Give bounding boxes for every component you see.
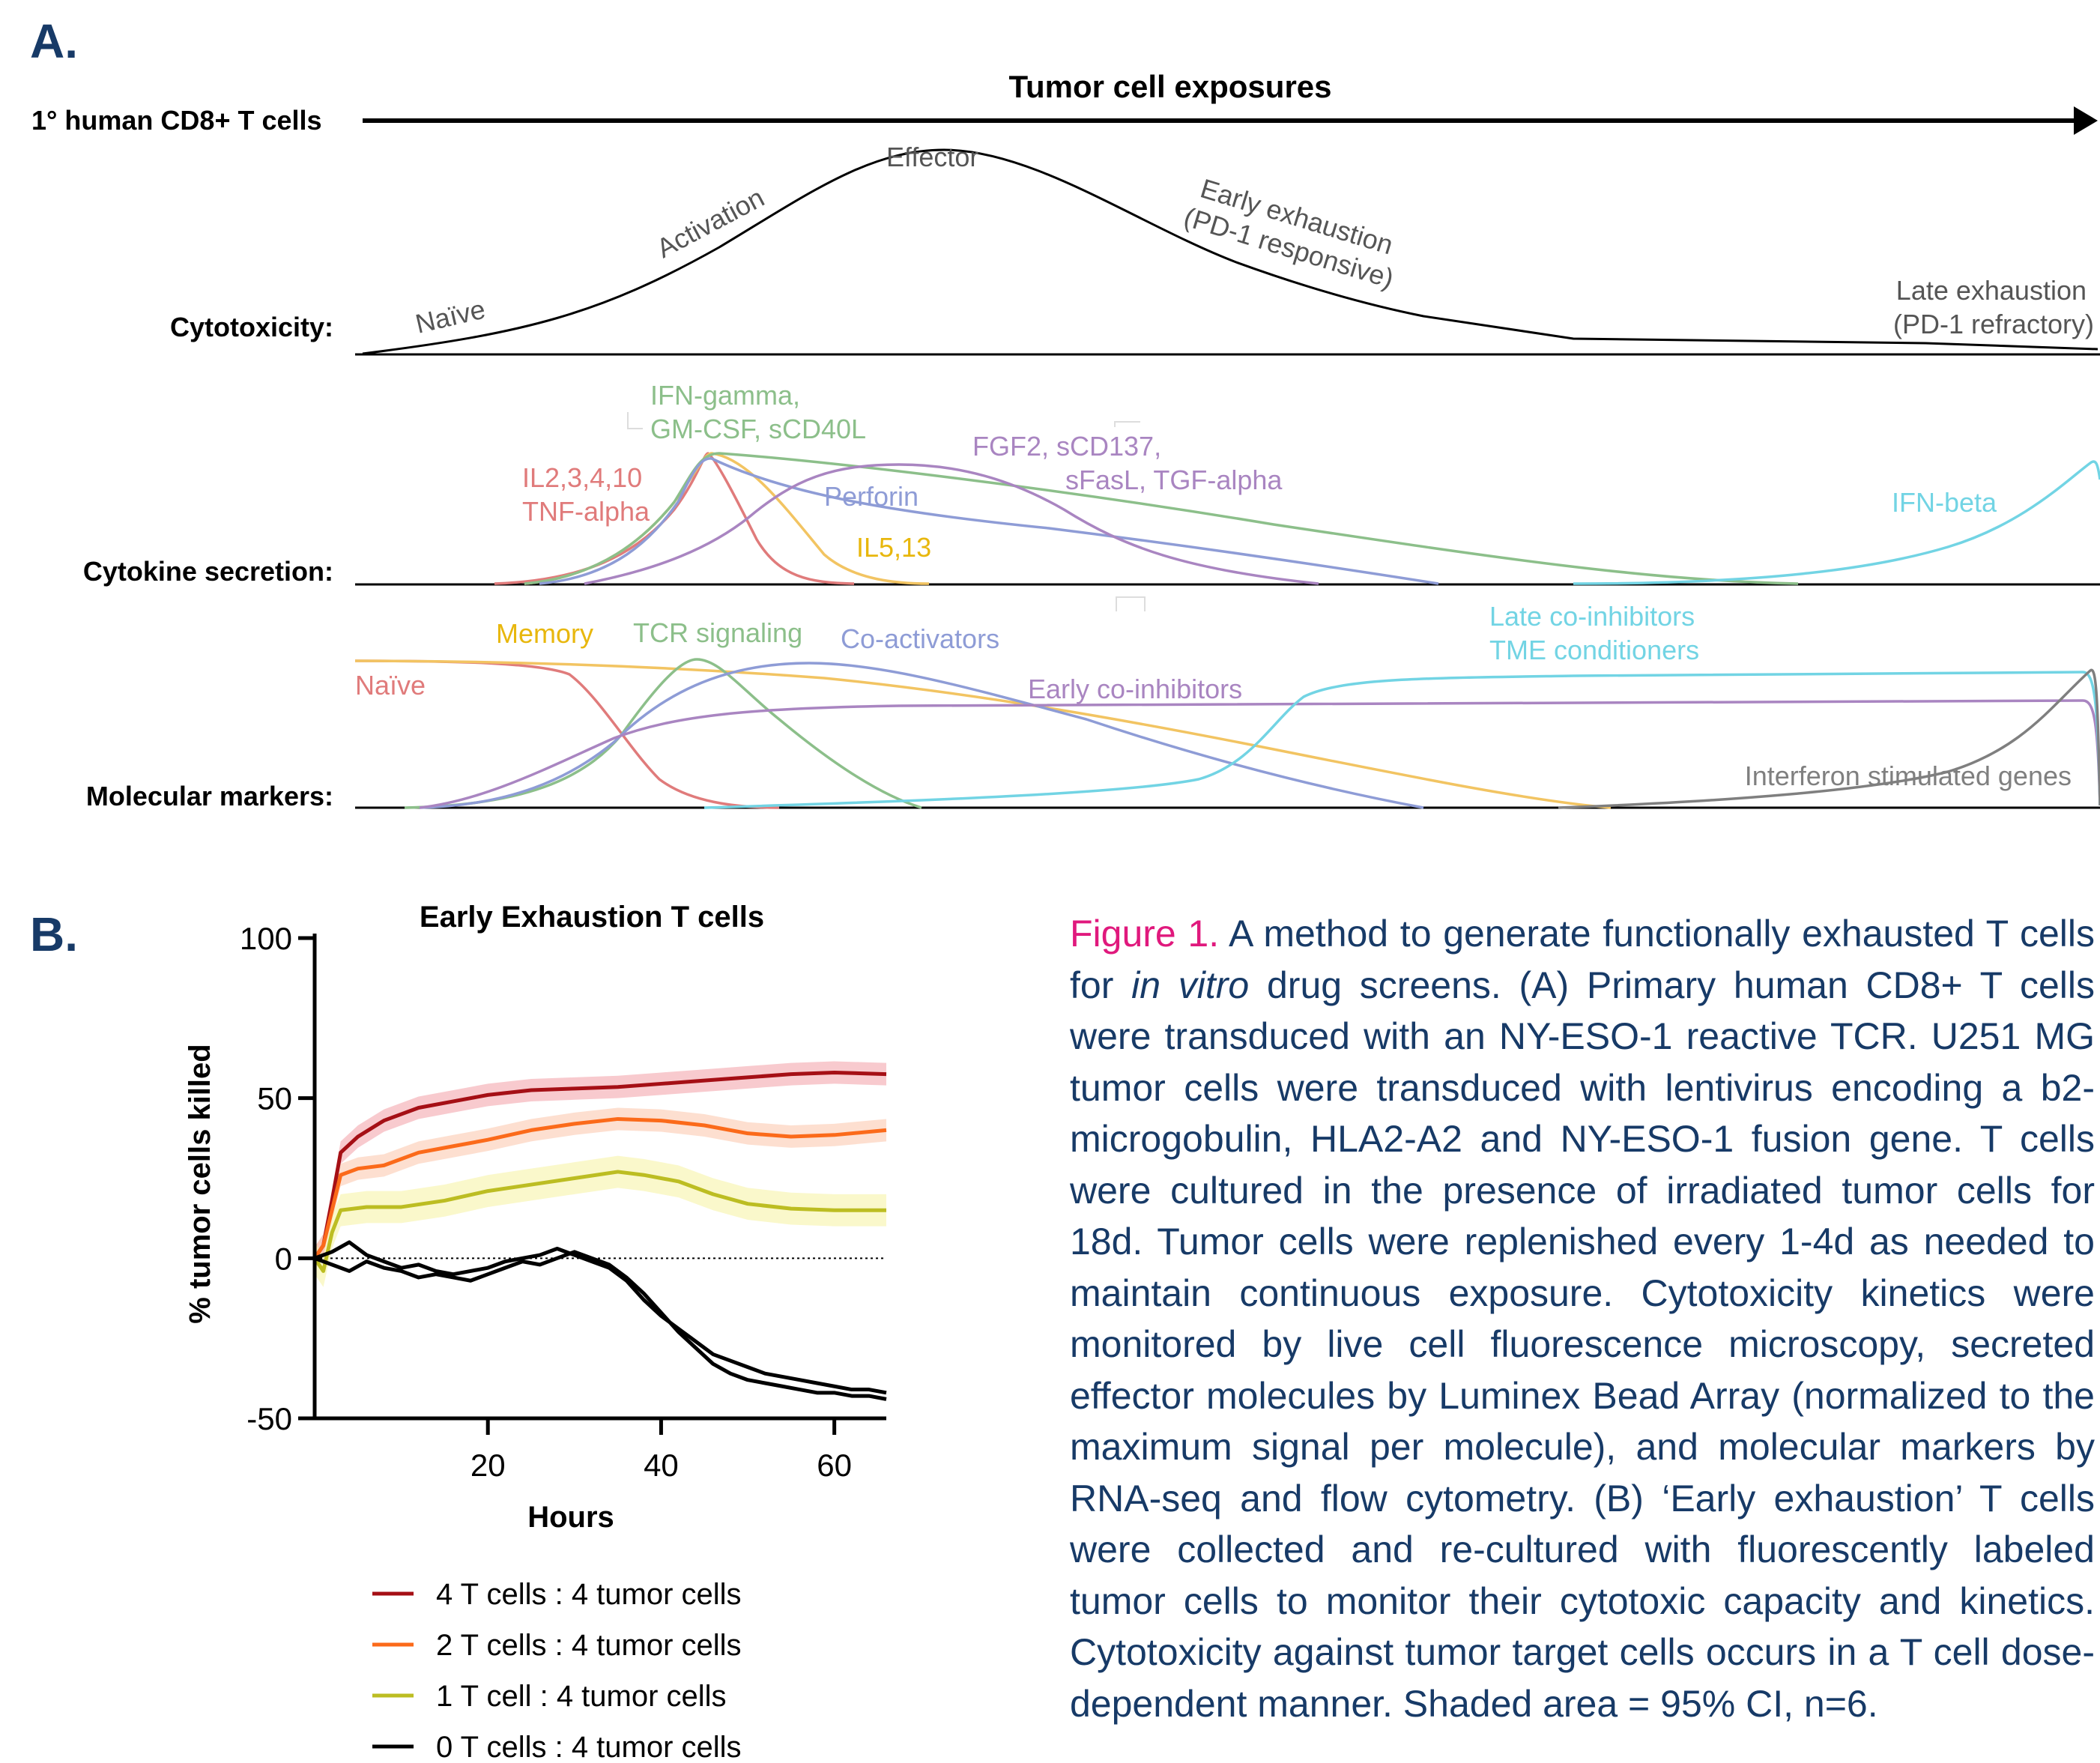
fgf2-curve xyxy=(584,463,1319,585)
annotation-mark xyxy=(627,412,643,429)
ci-band-1 xyxy=(315,1107,886,1270)
ifnb-label: IFN-beta xyxy=(1892,487,1997,518)
y-tick-label-3: -50 xyxy=(246,1401,292,1436)
perforin-label: Perforin xyxy=(824,481,919,512)
y-axis-label: % tumor cells killed xyxy=(184,1044,217,1323)
figure-label: Figure 1. xyxy=(1070,913,1220,955)
tnf-label: TNF-alpha xyxy=(522,496,650,527)
early-coinhibitor-label: Early co-inhibitors xyxy=(1028,674,1242,704)
caption-italic: in vitro xyxy=(1131,964,1250,1006)
x-tick-label-0: 20 xyxy=(470,1448,506,1483)
early-exhaustion-chart: Early Exhaustion T cells % tumor cells k… xyxy=(184,901,887,1763)
late-coinhibitor-curve xyxy=(703,671,2100,809)
fgf2-label: FGF2, sCD137, xyxy=(972,431,1161,462)
caption-text-1: A method to generate functionally exhaus… xyxy=(1070,913,2095,1006)
timeline-row-label: 1° human CD8+ T cells xyxy=(31,105,322,136)
legend-label-1: 2 T cells : 4 tumor cells xyxy=(436,1629,742,1662)
timeline-arrow-head xyxy=(2074,106,2098,135)
legend-label-0: 4 T cells : 4 tumor cells xyxy=(436,1578,742,1611)
stage-effector-label: Effector xyxy=(886,142,978,172)
isg-curve xyxy=(1558,668,2100,809)
tcr-label: TCR signaling xyxy=(633,617,802,648)
caption-text-2: drug screens. (A) Primary human CD8+ T c… xyxy=(1070,964,2095,1725)
annotation-mark xyxy=(1116,596,1146,611)
row-label-cytotoxicity: Cytotoxicity: xyxy=(170,312,333,342)
x-tick-label-2: 60 xyxy=(817,1448,852,1483)
coactivator-curve xyxy=(419,662,1424,809)
y-tick-label-1: 50 xyxy=(257,1081,292,1116)
y-tick-label-0: 100 xyxy=(240,921,292,956)
legend-label-2: 1 T cell : 4 tumor cells xyxy=(436,1680,727,1713)
stage-late-exhaustion-label: Late exhaustion xyxy=(1896,275,2087,306)
annotation-mark xyxy=(1114,421,1140,427)
panel-b-label: B. xyxy=(30,907,78,961)
stage-naive-label: Naïve xyxy=(413,294,488,339)
late-coinhibitor-label: Late co-inhibitors xyxy=(1489,601,1695,632)
ifng-curve xyxy=(524,452,1799,585)
figure-caption: Figure 1. A method to generate functiona… xyxy=(1070,908,2095,1763)
naive-marker-label: Naïve xyxy=(355,670,426,701)
y-tick-label-2: 0 xyxy=(275,1241,292,1276)
series-line-4 xyxy=(314,1250,887,1401)
memory-curve xyxy=(354,659,1612,809)
row-label-markers: Molecular markers: xyxy=(86,781,333,811)
tme-label: TME conditioners xyxy=(1489,635,1699,665)
memory-label: Memory xyxy=(496,618,593,649)
x-tick-label-1: 40 xyxy=(644,1448,679,1483)
gmcsf-label: GM-CSF, sCD40L xyxy=(650,414,866,444)
series-line-3 xyxy=(314,1240,887,1395)
ifnb-curve xyxy=(1573,460,2100,585)
early-coinhibitor-curve xyxy=(419,699,2100,809)
timeline-title: Tumor cell exposures xyxy=(1008,69,1331,104)
panel-a-label: A. xyxy=(30,14,78,68)
cytotoxicity-curve xyxy=(362,148,2099,355)
chart-title: Early Exhaustion T cells xyxy=(420,901,764,934)
stage-late-exhaustion-sub: (PD-1 refractory) xyxy=(1893,309,2094,339)
legend-label-3: 0 T cells : 4 tumor cells xyxy=(436,1731,742,1763)
series-line-2 xyxy=(312,1170,886,1273)
ci-band-2 xyxy=(315,1155,886,1287)
il2-label: IL2,3,4,10 xyxy=(522,462,642,493)
sfasl-label: sFasL, TGF-alpha xyxy=(1065,465,1283,495)
series-line-1 xyxy=(312,1116,887,1259)
tcr-curve xyxy=(404,658,922,809)
x-axis-label: Hours xyxy=(527,1501,614,1534)
series-line-0 xyxy=(312,1070,887,1259)
coactivator-label: Co-activators xyxy=(841,623,999,654)
isg-label: Interferon stimulated genes xyxy=(1745,760,2072,791)
perforin-curve xyxy=(539,457,1439,585)
il5-label: IL5,13 xyxy=(856,532,931,563)
ifng-label: IFN-gamma, xyxy=(650,380,800,411)
ci-band-0 xyxy=(315,1061,886,1270)
panel-a-schematic: Tumor cell exposures 1° human CD8+ T cel… xyxy=(31,69,2100,811)
row-label-cytokine: Cytokine secretion: xyxy=(83,556,333,587)
